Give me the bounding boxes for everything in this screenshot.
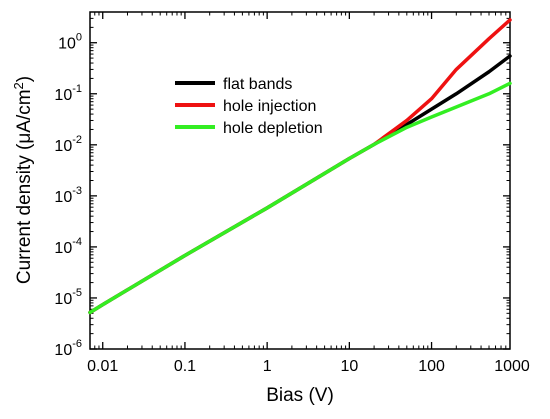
x-minor-ticks: [94, 12, 507, 349]
x-tick-label: 0.01: [87, 358, 118, 375]
y-tick-exponent: -1: [72, 83, 82, 95]
plot-frame: [89, 11, 511, 350]
y-tick-base: 10: [54, 138, 72, 155]
y-tick-label: 10-4: [54, 236, 82, 257]
y-tick-exponent: -2: [72, 134, 82, 146]
legend-label-2: hole depletion: [223, 120, 323, 137]
y-tick-exponent: -5: [72, 287, 82, 299]
y-tick-exponent: 0: [76, 32, 82, 44]
y-axis-title-unit: μA/cm: [14, 89, 35, 143]
series-line-1: [88, 18, 512, 315]
x-tick-label: 1: [263, 358, 272, 375]
y-tick-base: 10: [58, 36, 76, 53]
y-tick-label: 10-6: [54, 338, 82, 359]
y-tick-label: 100: [58, 32, 82, 53]
y-tick-label: 10-3: [54, 185, 82, 206]
y-tick-base: 10: [54, 342, 72, 359]
series-layer: [88, 18, 512, 315]
x-axis-title: Bias (V): [266, 385, 334, 406]
y-tick-base: 10: [54, 291, 72, 308]
y-tick-exponent: -3: [72, 185, 82, 197]
y-axis-title-prefix: Current density (: [14, 143, 35, 284]
y-tick-label: 10-1: [54, 83, 82, 104]
y-axis-title-suffix: ): [14, 76, 35, 82]
y-tick-base: 10: [54, 87, 72, 104]
x-tick-label: 0.1: [174, 358, 196, 375]
y-tick-exponent: -4: [72, 236, 82, 248]
legend-label-1: hole injection: [223, 98, 316, 115]
x-tick-label: 100: [418, 358, 445, 375]
y-tick-base: 10: [54, 240, 72, 257]
x-axis: 0.01 0.1 1 10 100 1000: [87, 12, 530, 375]
y-tick-label: 10-2: [54, 134, 82, 155]
x-tick-label: 1000: [494, 358, 530, 375]
y-tick-exponent: -6: [72, 338, 82, 350]
legend-label-0: flat bands: [223, 76, 292, 93]
y-tick-label: 10-5: [54, 287, 82, 308]
series-line-2: [88, 81, 512, 315]
y-tick-base: 10: [54, 189, 72, 206]
legend: flat bands hole injection hole depletion: [175, 76, 323, 137]
y-axis-title-superscript: 2: [11, 82, 26, 89]
y-minor-ticks: [90, 17, 510, 335]
y-axis-title: Current density (μA/cm2): [11, 76, 35, 284]
x-tick-label: 10: [340, 358, 358, 375]
